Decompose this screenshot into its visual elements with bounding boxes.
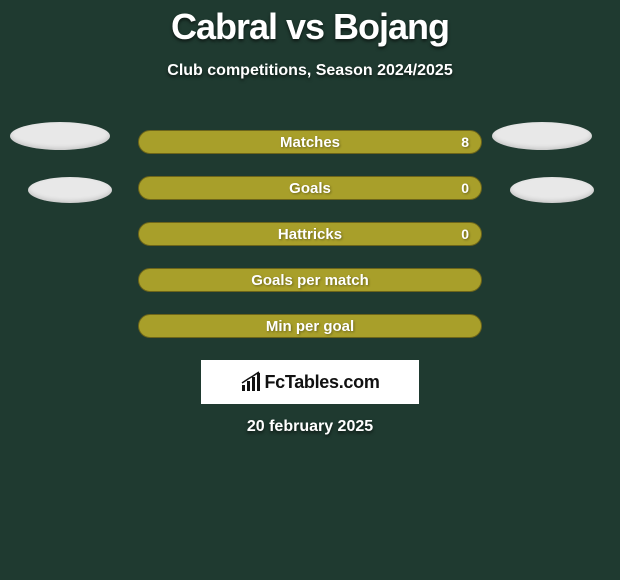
logo-box: FcTables.com <box>201 360 419 404</box>
stat-row: Min per goal <box>0 302 620 348</box>
stat-bar: Goals 0 <box>138 176 482 200</box>
stat-label: Matches <box>139 131 481 153</box>
stat-label: Min per goal <box>139 315 481 337</box>
stat-row: Goals per match <box>0 256 620 302</box>
decor-ellipse <box>510 177 594 203</box>
stat-value: 0 <box>461 177 469 199</box>
page-title: Cabral vs Bojang <box>0 0 620 48</box>
decor-ellipse <box>492 122 592 150</box>
stat-value: 8 <box>461 131 469 153</box>
stat-value: 0 <box>461 223 469 245</box>
logo-text: FcTables.com <box>264 372 379 393</box>
stat-bar: Goals per match <box>138 268 482 292</box>
decor-ellipse <box>28 177 112 203</box>
stat-label: Goals <box>139 177 481 199</box>
stat-bar: Min per goal <box>138 314 482 338</box>
stat-bar: Matches 8 <box>138 130 482 154</box>
stat-label: Goals per match <box>139 269 481 291</box>
stats-rows: Matches 8 Goals 0 Hattricks 0 Goals per … <box>0 118 620 348</box>
bar-chart-icon <box>240 371 262 393</box>
stat-bar: Hattricks 0 <box>138 222 482 246</box>
stat-label: Hattricks <box>139 223 481 245</box>
stat-row: Hattricks 0 <box>0 210 620 256</box>
logo: FcTables.com <box>240 371 379 393</box>
date-text: 20 february 2025 <box>0 418 620 436</box>
subtitle: Club competitions, Season 2024/2025 <box>0 62 620 80</box>
decor-ellipse <box>10 122 110 150</box>
